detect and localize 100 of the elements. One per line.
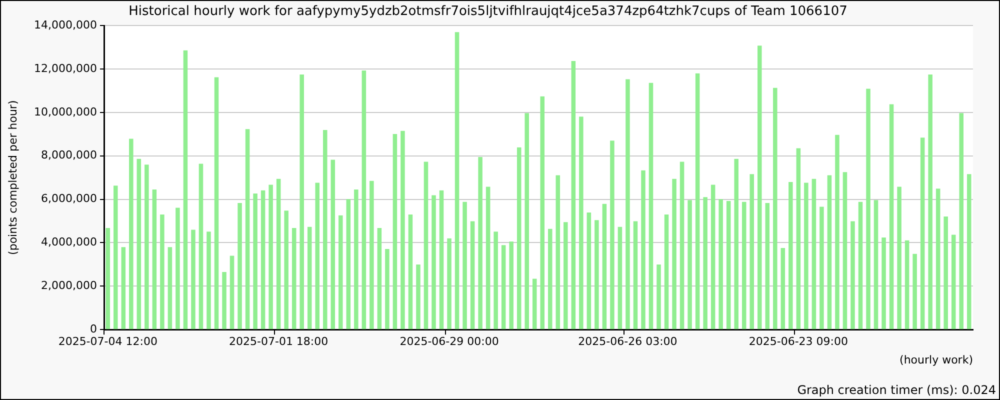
bar bbox=[408, 214, 413, 330]
bar bbox=[400, 130, 405, 330]
bar bbox=[238, 203, 242, 330]
bar bbox=[804, 182, 808, 330]
bar bbox=[718, 199, 723, 330]
bar bbox=[897, 186, 902, 330]
bar bbox=[136, 158, 142, 330]
bar bbox=[571, 60, 576, 330]
bar bbox=[959, 113, 964, 330]
bar bbox=[788, 182, 793, 330]
bar bbox=[300, 74, 304, 330]
bar bbox=[594, 220, 599, 330]
bar bbox=[556, 175, 560, 330]
bar bbox=[214, 77, 219, 330]
bar bbox=[377, 228, 382, 330]
bar bbox=[144, 164, 149, 330]
y-tick-label: 4,000,000 bbox=[41, 236, 97, 249]
bar bbox=[152, 190, 157, 330]
bar bbox=[307, 226, 312, 330]
bar bbox=[486, 186, 490, 330]
bar bbox=[454, 32, 460, 330]
bar bbox=[773, 88, 778, 330]
bar bbox=[424, 162, 428, 330]
bar bbox=[750, 174, 754, 330]
bar bbox=[812, 178, 816, 330]
bar bbox=[912, 254, 917, 330]
y-tick-label: 0 bbox=[90, 322, 97, 336]
bar bbox=[106, 228, 110, 330]
bar bbox=[494, 232, 498, 330]
bar bbox=[866, 88, 870, 330]
bar bbox=[548, 228, 552, 330]
bar bbox=[276, 178, 281, 330]
bar bbox=[765, 203, 770, 330]
bar bbox=[392, 134, 398, 330]
y-axis-title: (points completed per hour) bbox=[6, 100, 20, 255]
y-tick-label: 10,000,000 bbox=[34, 105, 97, 118]
x-tick-label: 2025-07-04 12:00 bbox=[58, 335, 158, 348]
bar bbox=[688, 200, 692, 330]
x-tick-label: 2025-06-23 09:00 bbox=[748, 335, 848, 348]
text: Graph creation timer (ms): 0.024 bbox=[797, 383, 996, 398]
bar bbox=[462, 202, 467, 330]
bar bbox=[447, 238, 452, 330]
bar bbox=[827, 175, 832, 330]
y-tick-label: 2,000,000 bbox=[41, 279, 97, 292]
bar bbox=[416, 264, 420, 330]
bar bbox=[835, 134, 840, 330]
bar bbox=[703, 197, 708, 330]
bar bbox=[432, 195, 436, 330]
bar bbox=[889, 104, 894, 330]
bar bbox=[564, 222, 568, 330]
chart-title: Historical hourly work for aafypymy5ydzb2otmsfr7ois5ljtvifhlraujqt4jce5a374zp64tzhk7cups of Team 1066107 bbox=[128, 4, 848, 20]
bar bbox=[850, 221, 855, 330]
bar bbox=[626, 79, 630, 330]
bar bbox=[509, 241, 514, 330]
bar bbox=[292, 228, 296, 330]
bar bbox=[874, 200, 878, 330]
bar bbox=[516, 147, 522, 330]
bar bbox=[633, 221, 638, 330]
x-tick-label: 2025-06-29 00:00 bbox=[400, 335, 499, 348]
bar bbox=[695, 73, 700, 330]
bar bbox=[780, 248, 786, 330]
bar bbox=[904, 240, 910, 330]
bar bbox=[268, 184, 273, 330]
bar bbox=[936, 188, 940, 330]
bar bbox=[944, 216, 948, 330]
bar bbox=[370, 180, 374, 330]
bar bbox=[330, 160, 336, 330]
bar bbox=[129, 138, 134, 330]
bar bbox=[439, 190, 444, 330]
bar bbox=[618, 226, 622, 330]
bar bbox=[742, 202, 746, 330]
bar bbox=[354, 190, 358, 330]
y-tick-label: 12,000,000 bbox=[34, 62, 97, 75]
bar bbox=[315, 182, 320, 330]
bar bbox=[114, 186, 118, 330]
bar bbox=[478, 156, 482, 330]
bar bbox=[602, 204, 607, 330]
y-tick-label: 8,000,000 bbox=[41, 148, 97, 162]
bar bbox=[664, 214, 669, 330]
bar bbox=[858, 202, 863, 330]
bar bbox=[206, 232, 211, 330]
bar bbox=[796, 148, 801, 330]
bar bbox=[322, 130, 328, 330]
bar bbox=[338, 215, 343, 330]
bar bbox=[176, 208, 180, 330]
bar bbox=[648, 82, 654, 330]
bar bbox=[198, 164, 204, 330]
bar bbox=[966, 174, 972, 330]
bar bbox=[121, 247, 126, 330]
bar bbox=[882, 238, 886, 330]
y-tick-label: 14,000,000 bbox=[34, 18, 97, 32]
bar bbox=[470, 221, 475, 330]
bar bbox=[501, 245, 506, 330]
bar bbox=[385, 249, 390, 330]
bar bbox=[532, 278, 537, 330]
bar bbox=[710, 184, 716, 330]
x-tick-label: 2025-07-01 18:00 bbox=[229, 335, 328, 348]
bar bbox=[222, 272, 226, 330]
bar bbox=[928, 74, 932, 330]
bar bbox=[540, 96, 545, 330]
